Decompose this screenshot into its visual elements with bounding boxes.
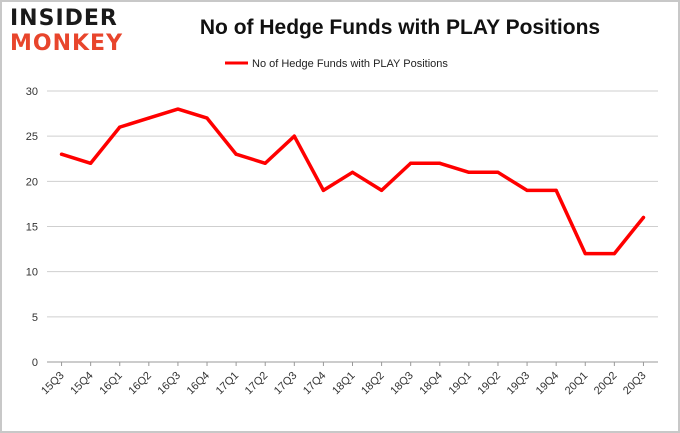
- x-tick-label: 15Q4: [68, 370, 96, 398]
- x-tick-label: 17Q2: [243, 370, 271, 398]
- x-tick-label: 18Q4: [417, 370, 445, 398]
- x-tick-label: 19Q2: [476, 370, 504, 398]
- x-tick-label: 20Q1: [563, 370, 591, 398]
- x-tick-label: 17Q1: [214, 370, 242, 398]
- data-point: [205, 116, 209, 120]
- logo-line-1: INSIDER: [10, 6, 118, 31]
- data-point: [379, 188, 384, 192]
- y-tick-label: 15: [26, 222, 38, 234]
- series-layer: [59, 107, 646, 256]
- data-point: [263, 161, 267, 165]
- data-point: [583, 252, 587, 256]
- y-tick-label: 20: [26, 176, 38, 188]
- x-tick-label: 19Q1: [446, 370, 474, 398]
- y-axis-ticks: 0 5 10 15 20 25 30: [26, 86, 38, 369]
- data-point: [612, 252, 616, 256]
- data-point: [176, 107, 180, 111]
- y-tick-label: 30: [26, 86, 38, 98]
- data-point: [438, 161, 442, 165]
- chart-title: No of Hedge Funds with PLAY Positions: [199, 16, 601, 39]
- x-tick-label: 15Q3: [39, 370, 67, 398]
- x-tick-label: 19Q4: [534, 370, 562, 398]
- data-point: [350, 170, 355, 174]
- x-tick-label: 19Q3: [505, 370, 533, 398]
- x-tick-label: 17Q3: [272, 370, 300, 398]
- data-point: [234, 152, 238, 156]
- gridlines: [47, 90, 658, 363]
- data-point: [641, 215, 646, 220]
- logo-line-2: MONKEY: [10, 31, 124, 56]
- data-point: [554, 188, 558, 192]
- x-tick-label: 16Q1: [97, 370, 125, 398]
- x-tick-label: 16Q4: [185, 370, 213, 398]
- insider-monkey-logo: INSIDER MONKEY: [10, 8, 123, 55]
- x-tick-label: 16Q2: [126, 370, 154, 398]
- x-tick-label: 20Q3: [621, 370, 649, 398]
- legend: No of Hedge Funds with PLAY Positions: [225, 58, 448, 70]
- data-point: [89, 161, 93, 165]
- data-point: [292, 134, 296, 138]
- x-tick-label: 18Q3: [388, 370, 416, 398]
- x-tick-label: 16Q3: [156, 370, 184, 398]
- y-tick-label: 10: [26, 267, 38, 279]
- data-point: [496, 170, 500, 174]
- x-tick-label: 17Q4: [301, 370, 329, 398]
- y-tick-label: 5: [32, 312, 38, 324]
- data-point: [525, 188, 529, 192]
- x-tick-label: 20Q2: [592, 370, 620, 398]
- y-tick-label: 25: [26, 131, 38, 143]
- data-point: [409, 161, 413, 165]
- x-axis-ticks: 15Q3 15Q4 16Q1 16Q2 16Q3 16Q4 17Q1 17Q2 17Q3 17Q4…: [39, 362, 649, 398]
- x-tick-label: 18Q1: [330, 370, 358, 398]
- data-point: [147, 116, 151, 120]
- data-point: [59, 152, 64, 156]
- data-point: [321, 188, 326, 192]
- data-point: [118, 125, 122, 129]
- y-tick-label: 0: [32, 357, 38, 369]
- data-point: [467, 170, 471, 174]
- x-tick-label: 18Q2: [359, 370, 387, 398]
- legend-label: No of Hedge Funds with PLAY Positions: [252, 58, 448, 70]
